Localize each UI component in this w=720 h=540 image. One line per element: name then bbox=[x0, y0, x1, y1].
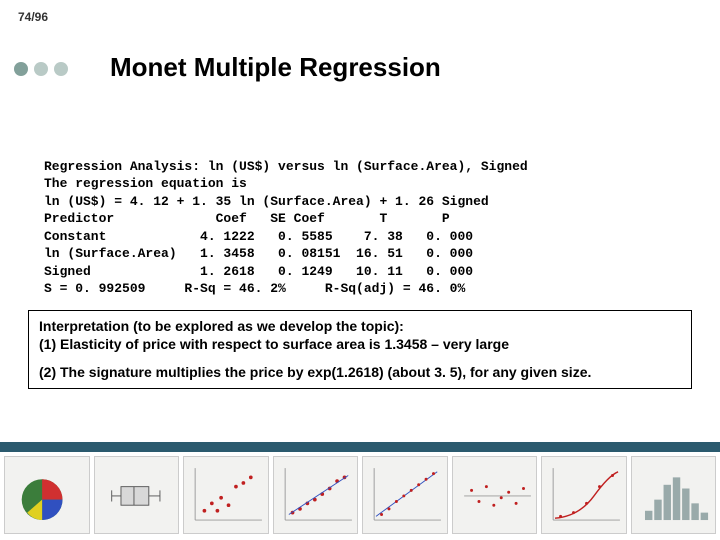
page-number: 74/96 bbox=[18, 10, 48, 24]
reg-equation: ln (US$) = 4. 12 + 1. 35 ln (Surface.Are… bbox=[44, 194, 489, 209]
thumb-curve bbox=[541, 456, 627, 534]
slide-title: Monet Multiple Regression bbox=[110, 52, 441, 83]
dot-1 bbox=[14, 62, 28, 76]
thumb-scatter-1 bbox=[183, 456, 269, 534]
reg-eq-intro: The regression equation is bbox=[44, 176, 247, 191]
dot-3 bbox=[54, 62, 68, 76]
thumb-resid bbox=[452, 456, 538, 534]
interp-point-2: (2) The signature multiplies the price b… bbox=[39, 363, 681, 381]
reg-row-2: Signed 1. 2618 0. 1249 10. 11 0. 000 bbox=[44, 264, 473, 279]
reg-summary: S = 0. 992509 R-Sq = 46. 2% R-Sq(adj) = … bbox=[44, 281, 465, 296]
divider-bar bbox=[0, 442, 720, 452]
thumb-pie bbox=[4, 456, 90, 534]
slide-dots bbox=[14, 62, 68, 76]
interpretation-box: Interpretation (to be explored as we dev… bbox=[28, 310, 692, 389]
thumb-hist bbox=[631, 456, 717, 534]
reg-row-1: ln (Surface.Area) 1. 3458 0. 08151 16. 5… bbox=[44, 246, 473, 261]
interp-heading: Interpretation (to be explored as we dev… bbox=[39, 317, 681, 335]
dot-2 bbox=[34, 62, 48, 76]
thumb-boxplot bbox=[94, 456, 180, 534]
thumb-scatter-2 bbox=[273, 456, 359, 534]
interp-point-1: (1) Elasticity of price with respect to … bbox=[39, 335, 681, 353]
reg-col-header: Predictor Coef SE Coef T P bbox=[44, 211, 450, 226]
reg-row-0: Constant 4. 1222 0. 5585 7. 38 0. 000 bbox=[44, 229, 473, 244]
thumbnail-row bbox=[4, 456, 716, 534]
thumb-qq bbox=[362, 456, 448, 534]
regression-output: Regression Analysis: ln (US$) versus ln … bbox=[44, 140, 696, 298]
reg-header: Regression Analysis: ln (US$) versus ln … bbox=[44, 159, 528, 174]
